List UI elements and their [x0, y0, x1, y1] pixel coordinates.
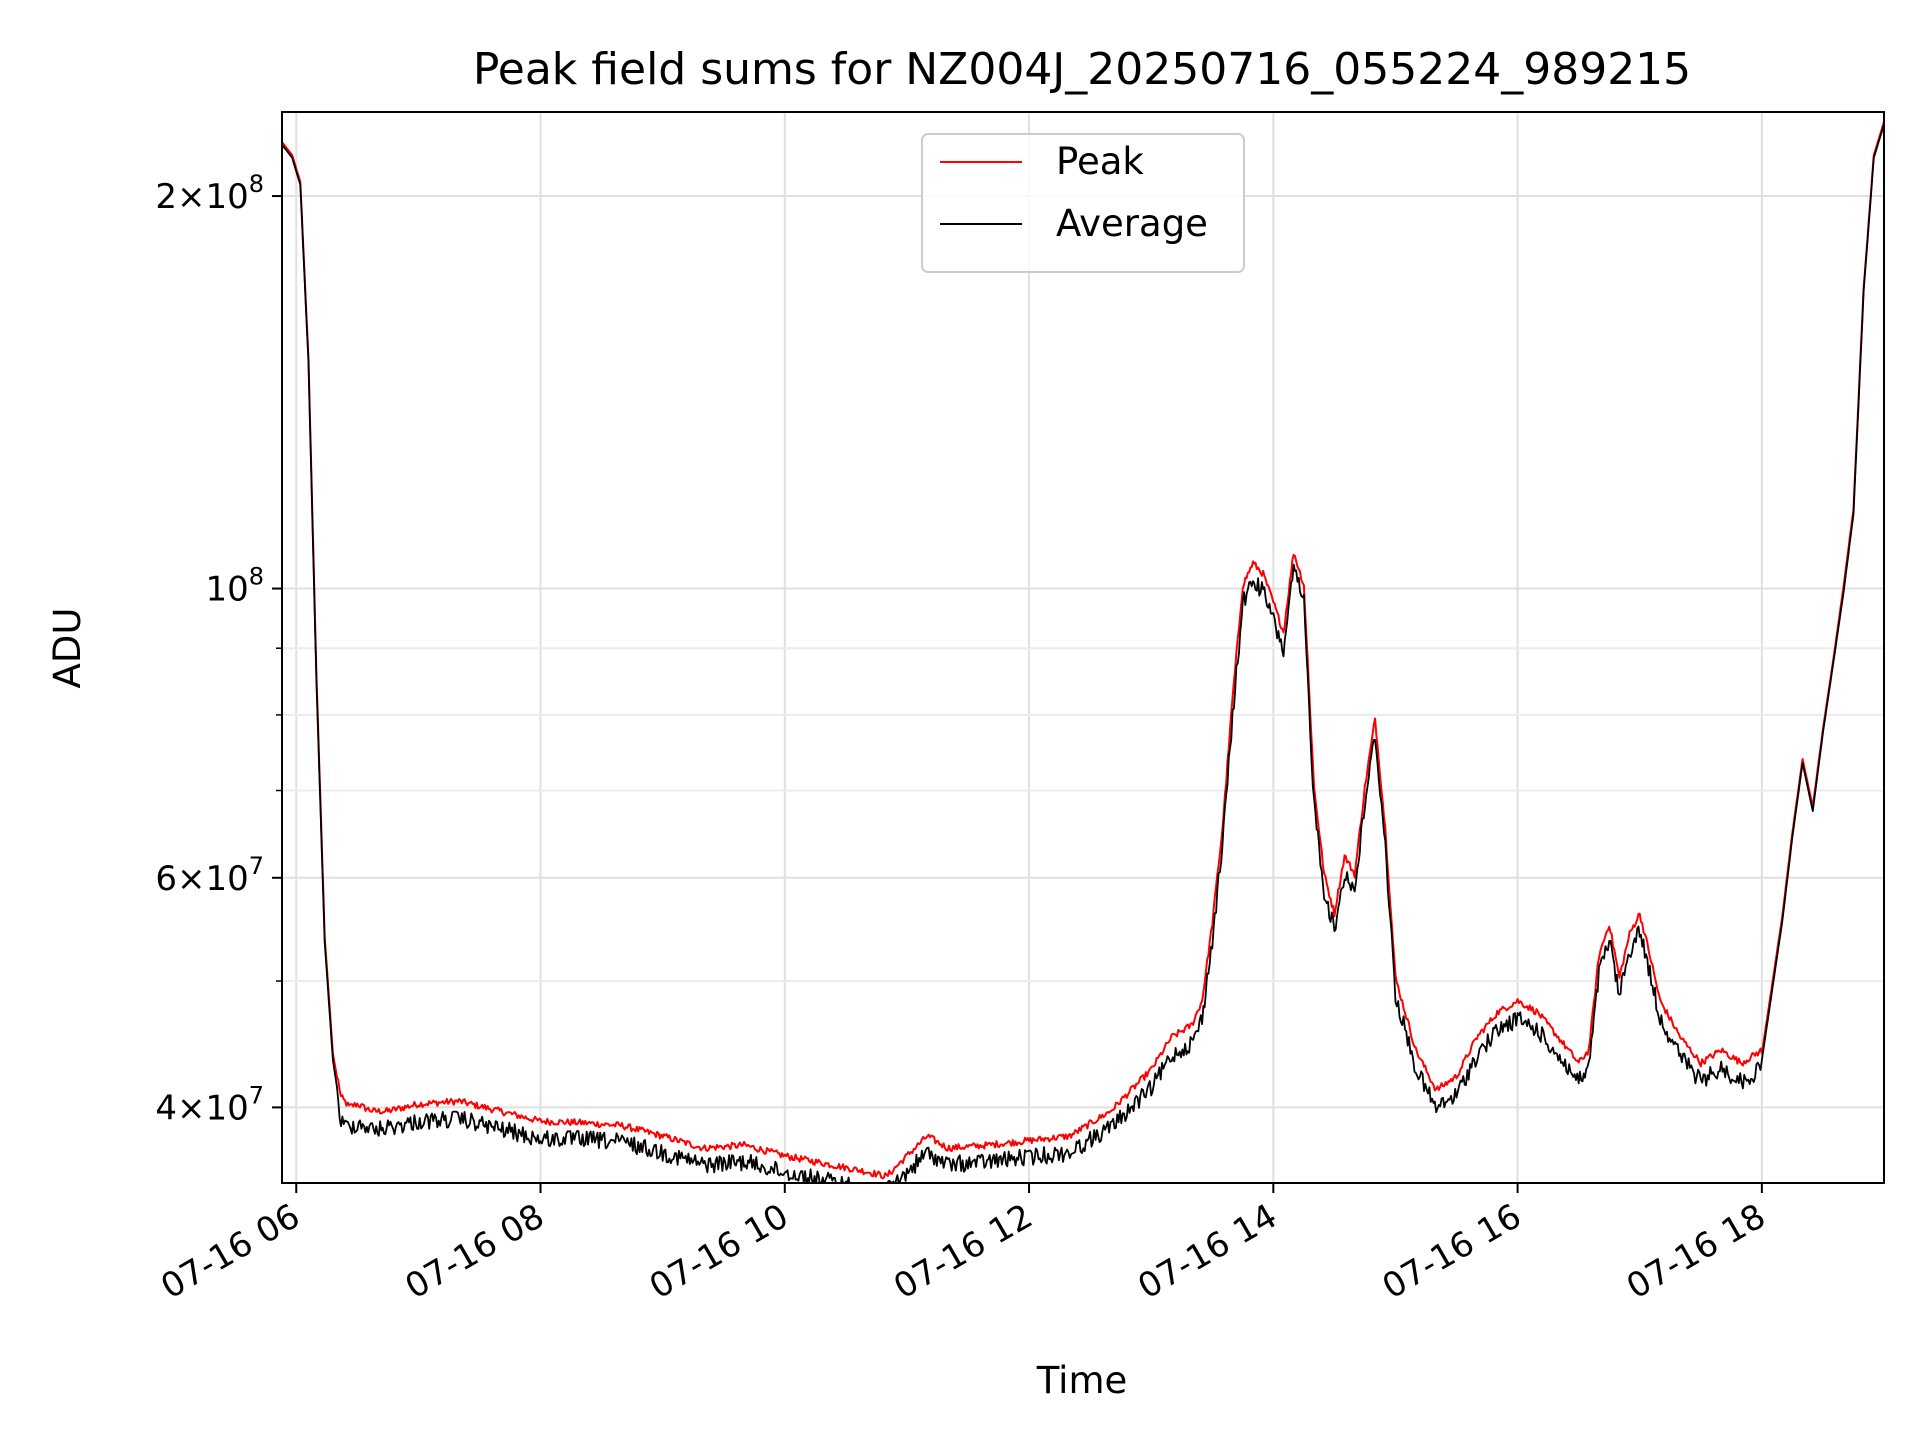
chart-title: Peak field sums for NZ004J_20250716_0552…	[473, 44, 1691, 95]
series-line-average	[282, 124, 1884, 1183]
x-axis-label: Time	[1036, 1359, 1128, 1402]
y-tick-label: 6×107	[155, 852, 264, 899]
legend-label-peak: Peak	[1056, 140, 1144, 183]
y-tick-label: 108	[205, 563, 264, 610]
y-tick-label: 2×108	[155, 170, 264, 217]
legend-box	[921, 133, 1245, 273]
plot-area	[282, 121, 1884, 1183]
y-axis-label: ADU	[46, 608, 89, 689]
y-axis: 4×107 6×107 108 2×108	[155, 170, 282, 1128]
y-tick-label: 4×107	[155, 1081, 264, 1128]
legend-label-average: Average	[1056, 202, 1208, 245]
legend: Peak Average	[921, 133, 1245, 273]
series-layer	[282, 121, 1884, 1183]
series-line-peak	[282, 121, 1884, 1180]
